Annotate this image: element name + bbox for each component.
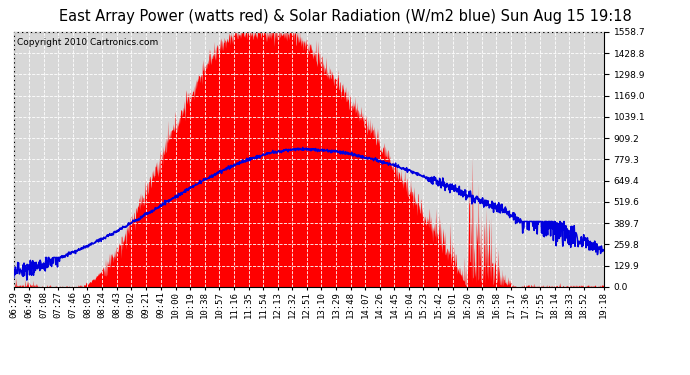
Text: East Array Power (watts red) & Solar Radiation (W/m2 blue) Sun Aug 15 19:18: East Array Power (watts red) & Solar Rad…: [59, 9, 631, 24]
Text: Copyright 2010 Cartronics.com: Copyright 2010 Cartronics.com: [17, 38, 158, 47]
